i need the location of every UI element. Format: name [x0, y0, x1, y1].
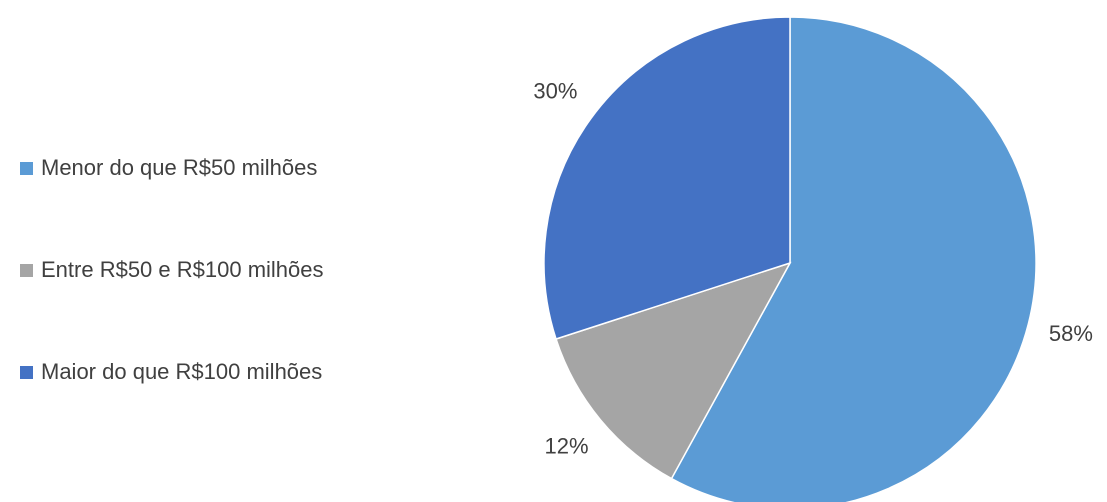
- legend-item-maior: Maior do que R$100 milhões: [20, 352, 322, 392]
- pie-slice-menor: [670, 16, 1037, 502]
- legend-label-menor: Menor do que R$50 milhões: [41, 155, 318, 180]
- pie-data-labels: 58% 12% 30%: [533, 78, 1093, 458]
- legend-label-maior: Maior do que R$100 milhões: [41, 359, 323, 384]
- legend-item-menor: Menor do que R$50 milhões: [20, 148, 317, 188]
- data-label-menor: 58%: [1049, 321, 1093, 346]
- pie-slice-entre: [555, 261, 792, 480]
- legend-swatch-entre: [20, 263, 33, 277]
- data-label-entre: 12%: [545, 434, 589, 459]
- legend-label-entre: Entre R$50 e R$100 milhões: [41, 257, 324, 282]
- pie-slices: [543, 16, 1037, 502]
- data-label-maior: 30%: [533, 78, 577, 103]
- pie-slice-maior: [543, 16, 791, 340]
- legend-swatch-menor: [20, 161, 33, 175]
- legend-swatch-maior: [20, 365, 33, 379]
- legend-item-entre: Entre R$50 e R$100 milhões: [20, 250, 324, 290]
